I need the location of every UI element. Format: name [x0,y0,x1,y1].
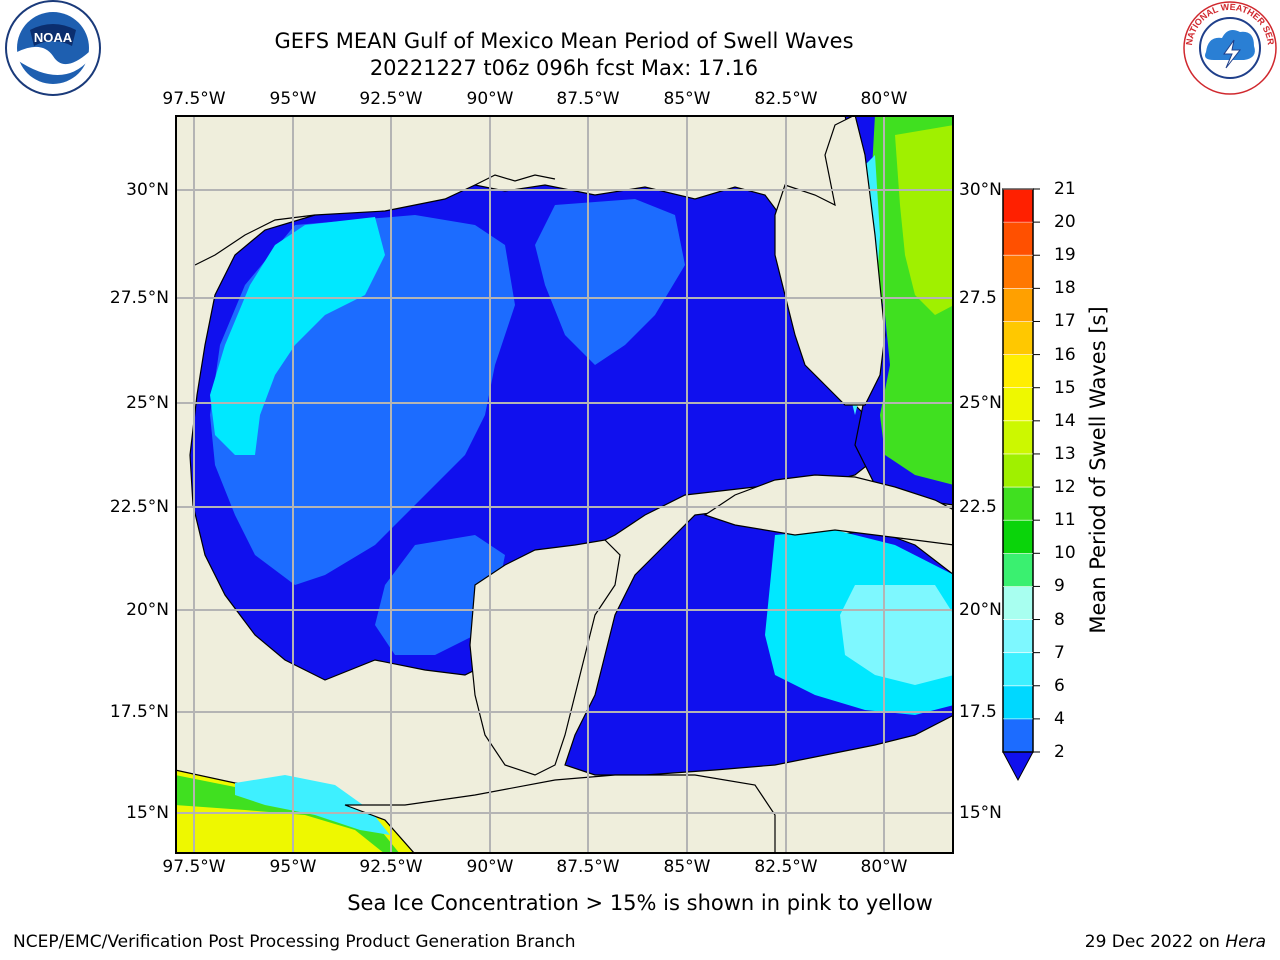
lat-tick-left: 22.5°N [109,497,169,517]
colorbar [1002,188,1040,782]
colorbar-title: Mean Period of Swell Waves [s] [1086,306,1110,634]
colorbar-level-label: 11 [1054,510,1076,531]
colorbar-band [1003,387,1033,422]
lon-tick-bottom: 92.5°W [359,857,423,877]
colorbar-band [1003,222,1033,256]
colorbar-band [1003,718,1033,753]
lon-tick-top: 82.5°W [754,89,818,109]
colorbar-band [1003,520,1033,554]
lon-tick-bottom: 80°W [860,857,908,877]
lon-tick-bottom: 87.5°W [556,857,620,877]
swell-zone-yellowgreen-atlantic [895,125,954,315]
colorbar-level-label: 18 [1054,278,1076,299]
lon-tick-bottom: 82.5°W [754,857,818,877]
lat-tick-right: 25°N [959,393,1002,413]
lon-tick-top: 95°W [269,89,317,109]
colorbar-band [1003,619,1033,654]
colorbar-band [1003,354,1033,389]
lon-tick-bottom: 95°W [269,857,317,877]
colorbar-band [1003,420,1033,455]
colorbar-level-label: 9 [1054,576,1065,597]
lon-tick-top: 97.5°W [162,89,226,109]
colorbar-level-label: 6 [1054,675,1065,696]
colorbar-level-label: 7 [1054,642,1065,663]
lat-tick-left: 15°N [126,803,169,823]
lat-tick-left: 20°N [126,600,169,620]
footer-date-text: 29 Dec 2022 on [1084,932,1226,952]
colorbar-ticks [1003,188,1040,753]
colorbar-level-label: 21 [1054,179,1076,199]
northern-coastline [194,174,556,266]
nws-logo-icon: NATIONAL WEATHER SERVICE [1180,0,1277,95]
colorbar-level-label: 2 [1054,742,1065,762]
colorbar-level-label: 12 [1054,477,1076,498]
lon-tick-bottom: 90°W [466,857,514,877]
footer-date: 29 Dec 2022 on Hera [1085,932,1266,952]
colorbar-band [1003,586,1033,621]
colorbar-level-label: 13 [1054,443,1076,464]
colorbar-level-label: 20 [1054,212,1076,233]
lon-tick-bottom: 85°W [663,857,711,877]
footer-host: Hera [1225,932,1266,952]
lat-tick-left: 27.5°N [109,288,169,308]
lon-tick-top: 85°W [663,89,711,109]
map-frame [175,115,954,854]
lat-tick-right: 15°N [959,803,1002,823]
gulf-of-mexico-map [175,115,954,854]
colorbar-band [1003,255,1033,289]
lat-tick-left: 30°N [126,180,169,200]
colorbar-band [1003,288,1033,322]
lon-tick-top: 87.5°W [556,89,620,109]
colorbar-level-label: 4 [1054,708,1065,729]
colorbar-band [1003,189,1033,223]
colorbar-bands [1003,189,1033,753]
lon-tick-top: 90°W [466,89,514,109]
colorbar-level-label: 8 [1054,609,1065,630]
lat-tick-right: 20°N [959,600,1002,620]
yucatan-peninsula [469,539,621,776]
map-gridlines [175,115,954,854]
colorbar-level-label: 14 [1054,410,1076,431]
swell-zone-cyan-pacific [235,775,390,835]
colorbar-band [1003,487,1033,521]
lat-tick-right: 22.5 [959,497,997,517]
lat-tick-right: 27.5 [959,288,997,308]
lat-tick-right: 30°N [959,180,1002,200]
noaa-logo-icon: NOAA [5,0,101,96]
colorbar-band [1003,321,1033,356]
noaa-logo-text: NOAA [34,30,73,45]
colorbar-level-label: 10 [1054,543,1076,564]
colorbar-level-label: 19 [1054,245,1076,266]
lat-tick-left: 17.5°N [109,702,169,722]
lon-tick-bottom: 97.5°W [162,857,226,877]
lat-tick-right: 17.5 [959,702,997,722]
colorbar-underflow-triangle [1002,751,1034,782]
cuba-island [703,474,954,546]
sea-ice-note: Sea Ice Concentration > 15% is shown in … [347,891,933,915]
colorbar-level-label: 16 [1054,344,1076,365]
forecast-subtitle: 20221227 t06z 096h fcst Max: 17.16 [369,56,759,80]
central-america-land [344,774,776,854]
colorbar-level-label: 17 [1054,311,1076,332]
swell-zone-green-pacific [175,775,400,854]
lat-tick-left: 25°N [126,393,169,413]
map-title: GEFS MEAN Gulf of Mexico Mean Period of … [274,29,854,53]
footer-branch: NCEP/EMC/Verification Post Processing Pr… [13,932,576,952]
colorbar-band [1003,685,1033,720]
swell-zone-cyan-west [210,217,385,455]
colorbar-band [1003,553,1033,587]
lon-tick-top: 80°W [860,89,908,109]
colorbar-band [1003,453,1033,488]
colorbar-level-label: 15 [1054,377,1076,398]
lon-tick-top: 92.5°W [359,89,423,109]
colorbar-band [1003,652,1033,687]
swell-zone-medium-central [535,199,685,365]
